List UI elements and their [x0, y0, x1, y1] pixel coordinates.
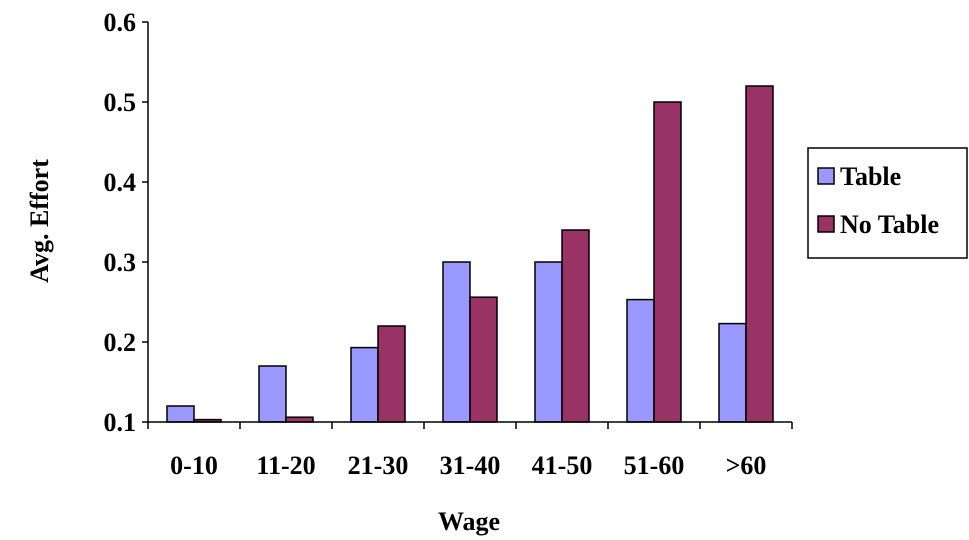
x-tick-label: 31-40: [440, 451, 501, 480]
bar-table-6: [718, 322, 747, 423]
bar-table-2: [350, 346, 379, 423]
y-tick-label: 0.1: [104, 408, 137, 437]
bar-table-4: [534, 261, 563, 423]
x-tick-label: 41-50: [532, 451, 593, 480]
x-axis-title: Wage: [438, 507, 500, 536]
y-tick-label: 0.2: [104, 328, 137, 357]
bar-no-table-6: [745, 85, 774, 423]
x-tick-label: 0-10: [170, 451, 218, 480]
bar-table-1: [258, 365, 287, 423]
legend-label: Table: [840, 162, 901, 191]
y-axis-title: Avg. Effort: [25, 159, 54, 283]
legend-label: No Table: [840, 210, 939, 239]
bar-no-table-5: [653, 101, 682, 423]
x-tick-label: 11-20: [256, 451, 315, 480]
legend-swatch: [817, 215, 835, 233]
bar-table-3: [442, 261, 471, 423]
bar-no-table-4: [561, 229, 590, 423]
y-tick-label: 0.6: [104, 8, 137, 37]
legend-swatch: [817, 167, 835, 185]
bar-no-table-2: [377, 325, 406, 423]
plot-area: 0.1 0.2 0.3 0.4 0.5 0.6 0-10 11-20 21-30 31-40 41-…: [104, 8, 793, 480]
y-tick-label: 0.3: [104, 248, 137, 277]
legend-box: [807, 147, 968, 259]
legend: Table No Table: [807, 147, 968, 259]
bar-table-5: [626, 298, 655, 423]
x-tick-label: 21-30: [348, 451, 409, 480]
y-tick-label: 0.5: [104, 88, 137, 117]
x-tick-label: 51-60: [624, 451, 685, 480]
bar-table-0: [166, 405, 195, 423]
y-tick-label: 0.4: [104, 168, 137, 197]
bar-no-table-3: [469, 296, 498, 423]
x-tick-label: >60: [726, 451, 767, 480]
